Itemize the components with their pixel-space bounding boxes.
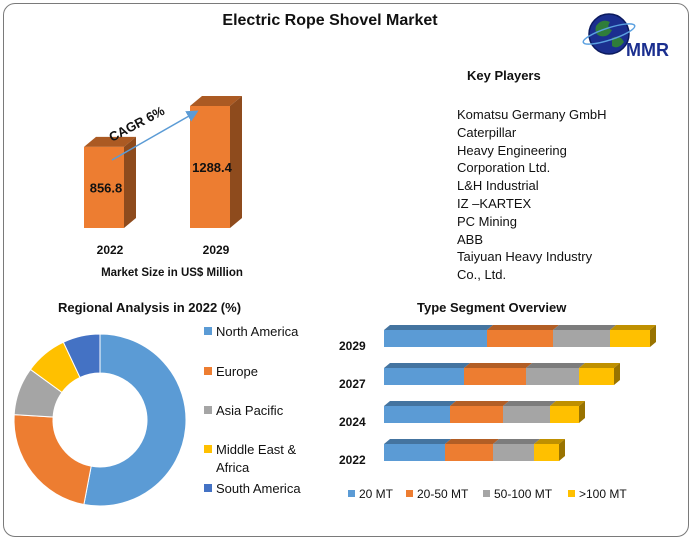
- key-players-list: Komatsu Germany GmbH Caterpillar Heavy E…: [457, 106, 607, 284]
- legend-label: Middle East &: [216, 442, 297, 457]
- bar-category-label: 2022: [97, 243, 124, 257]
- key-player-line: Komatsu Germany GmbH: [457, 107, 607, 122]
- legend-label: Europe: [216, 364, 258, 379]
- bar-side: [230, 96, 242, 228]
- regional-title: Regional Analysis in 2022 (%): [58, 300, 242, 315]
- key-players-heading: Key Players: [467, 68, 541, 83]
- bar-segment-top: [445, 439, 499, 444]
- bar-segment: [384, 444, 445, 461]
- bar-segment: [579, 368, 614, 385]
- bar-segment-top: [384, 363, 470, 368]
- donut-slice: [62, 333, 101, 379]
- bar: [84, 146, 124, 228]
- bar-segment-top: [503, 401, 556, 406]
- bar-side: [614, 363, 620, 385]
- market-size-caption: Market Size in US$ Million: [101, 267, 243, 279]
- bar-segment-top: [553, 325, 616, 330]
- bar-segment: [493, 444, 534, 461]
- legend-label: >100 MT: [579, 487, 627, 501]
- bar-segment-top: [610, 325, 656, 330]
- legend-swatch: [348, 490, 355, 497]
- bar-side: [579, 401, 585, 423]
- bar-segment-top: [464, 363, 532, 368]
- bar-value-label: 856.8: [90, 180, 123, 195]
- bar-segment-top: [493, 439, 540, 444]
- page-title: Electric Rope Shovel Market: [222, 12, 438, 29]
- legend-swatch: [204, 484, 212, 492]
- key-player-line: Caterpillar: [457, 124, 517, 140]
- legend-swatch: [204, 445, 212, 453]
- bar-segment-top: [384, 401, 456, 406]
- type-segment-title: Type Segment Overview: [417, 300, 567, 315]
- infographic-frame: [3, 3, 689, 537]
- cagr-label: CAGR 6%: [106, 103, 167, 145]
- legend-label: 20-50 MT: [417, 487, 469, 501]
- bar-segment: [464, 368, 526, 385]
- legend-swatch: [568, 490, 575, 497]
- globe-icon: [582, 13, 636, 55]
- bar-segment: [526, 368, 579, 385]
- bar-category-label: 2024: [339, 415, 366, 429]
- legend-label: 20 MT: [359, 487, 394, 501]
- bar-category-label: 2029: [203, 243, 230, 257]
- regional-donut-chart: North America Europe Asia Pacific Middle Ea…: [13, 324, 301, 507]
- bar-segment-top: [384, 439, 451, 444]
- bar-segment-top: [579, 363, 620, 368]
- bar-segment: [553, 330, 610, 347]
- bar-side: [650, 325, 656, 347]
- key-player-line: Corporation Ltd.: [457, 160, 551, 176]
- bar-segment: [384, 330, 487, 347]
- legend-swatch: [204, 367, 212, 375]
- cagr-arrow: [111, 110, 199, 161]
- bar-segment: [450, 406, 503, 423]
- type-segment-chart: 2029 2027 2024 2022 20 MT 20-50 MT 50-100 MT >…: [339, 325, 656, 501]
- bar-segment: [384, 368, 464, 385]
- mmr-logo: MMR: [582, 8, 692, 64]
- legend-swatch: [204, 406, 212, 414]
- bar-top: [84, 136, 136, 147]
- legend-label: Asia Pacific: [216, 403, 284, 418]
- logo-text: MMR: [626, 40, 669, 60]
- bar-segment: [503, 406, 550, 423]
- bar-side: [559, 439, 565, 461]
- bar-segment: [550, 406, 579, 423]
- key-player-line: ABB: [457, 231, 484, 247]
- key-player-line: Co., Ltd.: [457, 267, 507, 283]
- bar-top: [190, 96, 242, 106]
- bar-segment-top: [450, 401, 509, 406]
- bar-segment-top: [526, 363, 585, 368]
- bar-category-label: 2029: [339, 339, 366, 353]
- bar-category-label: 2022: [339, 453, 366, 467]
- bar-segment: [445, 444, 493, 461]
- bar-segment-top: [534, 439, 565, 444]
- bar-segment-top: [550, 401, 585, 406]
- legend-label: Africa: [216, 460, 250, 475]
- key-player-line: Taiyuan Heavy Industry: [457, 249, 593, 265]
- legend-swatch: [204, 327, 212, 335]
- bar-value-label: 1288.4: [192, 160, 233, 175]
- bar-segment-top: [487, 325, 559, 330]
- legend-label: 50-100 MT: [494, 487, 553, 501]
- market-size-chart: 856.8 2022 1288.4 2029 CAGR 6% Market Size …: [84, 96, 243, 279]
- donut-slice: [13, 414, 92, 506]
- donut-slice: [83, 333, 187, 507]
- legend-label: South America: [216, 481, 301, 496]
- bar-segment: [487, 330, 553, 347]
- legend-label: North America: [216, 324, 299, 339]
- bar-segment: [384, 406, 450, 423]
- legend-swatch: [406, 490, 413, 497]
- bar-side: [124, 136, 136, 228]
- key-player-line: L&H Industrial: [457, 178, 539, 194]
- key-player-line: IZ –KARTEX: [457, 195, 532, 211]
- bar: [190, 106, 230, 228]
- key-player-line: Heavy Engineering: [457, 142, 567, 158]
- bar-segment: [610, 330, 650, 347]
- bar-segment: [534, 444, 559, 461]
- legend-swatch: [483, 490, 490, 497]
- bar-category-label: 2027: [339, 377, 366, 391]
- key-player-line: PC Mining: [457, 213, 517, 229]
- bar-segment-top: [384, 325, 493, 330]
